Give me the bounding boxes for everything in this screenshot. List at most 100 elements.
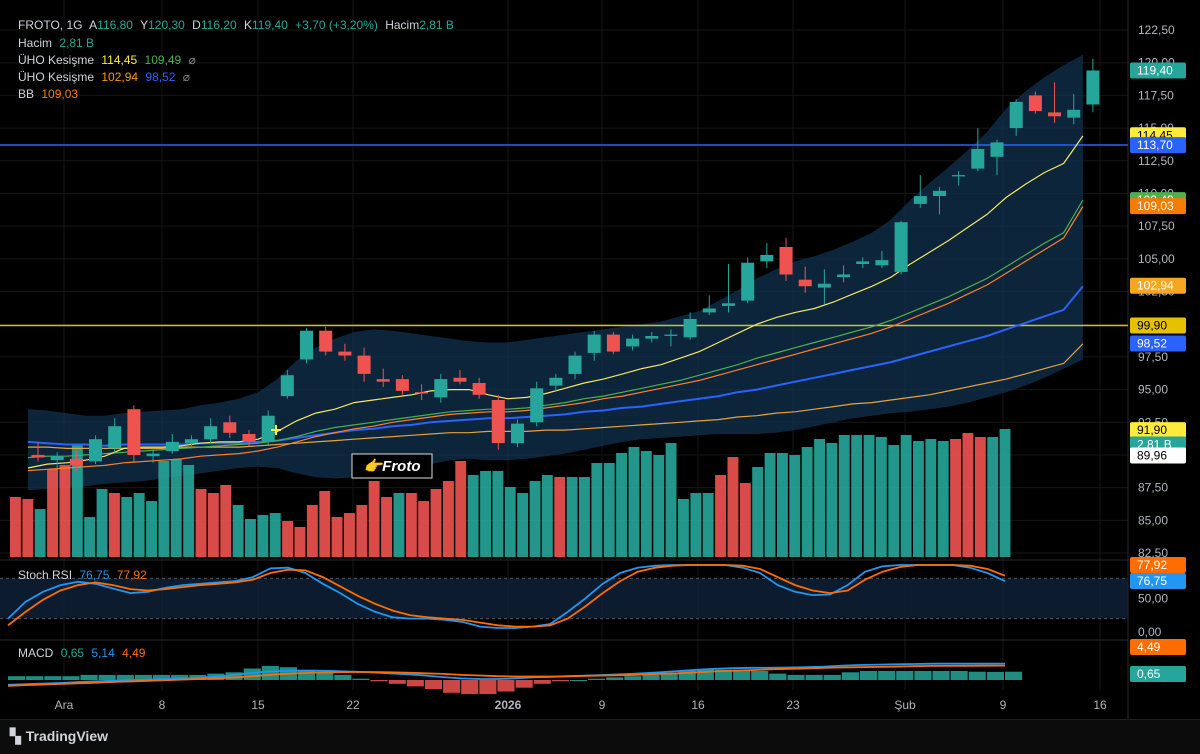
candle-body — [702, 308, 716, 313]
candle-body — [338, 351, 352, 356]
price-label-bg — [1130, 422, 1186, 439]
macd-histogram-bar — [1005, 671, 1023, 680]
time-tick-label: Şub — [894, 698, 916, 712]
volume-bar — [109, 493, 120, 557]
candle-body — [242, 434, 256, 442]
candle-body — [741, 262, 755, 301]
volume-bar — [851, 435, 863, 557]
macd-signal-value: 4,49 — [122, 646, 146, 660]
candle-body — [664, 334, 678, 336]
macd-histogram-bar — [479, 680, 497, 695]
volume-bar — [579, 477, 590, 557]
macd-histogram-bar — [624, 676, 642, 680]
candle-body — [395, 379, 409, 391]
volume-bar — [900, 435, 912, 557]
time-axis[interactable]: Ara 8 15 22 2026 9 16 23 Şub 9 16 — [55, 698, 1107, 712]
stoch-k-tag: 76,75 — [1137, 574, 1167, 588]
price-label-bg — [1130, 198, 1186, 215]
macd-histogram-bar — [914, 671, 932, 680]
tradingview-wordmark: TradingView — [25, 728, 108, 744]
candle-body — [875, 260, 889, 266]
volume-bar — [269, 513, 281, 557]
price-axis[interactable]: 122,50120,00117,50115,00112,50110,00107,… — [1130, 23, 1186, 682]
volume-bar — [752, 467, 764, 557]
stoch-legend[interactable]: Stoch RSI 76,75 77,92 — [18, 567, 151, 584]
volume-bar — [974, 437, 986, 557]
volume-bar — [170, 459, 182, 557]
header-volume-label: Hacim — [385, 18, 420, 32]
candles[interactable] — [31, 58, 1100, 471]
candle-body — [261, 415, 275, 442]
close-label: K — [243, 18, 252, 32]
hidden-values-icon[interactable]: ⌀ — [182, 70, 191, 84]
macd-histogram-bar — [424, 680, 442, 689]
volume-bar — [554, 477, 566, 557]
volume-legend[interactable]: Hacim 2,81 B — [18, 35, 98, 52]
candle-body — [50, 456, 64, 461]
froto-annotation[interactable]: 👉Froto — [271, 425, 433, 479]
stoch-tick-label: 50,00 — [1138, 592, 1168, 606]
volume-bar — [443, 481, 454, 557]
candle-body — [933, 190, 946, 196]
volume-bar — [22, 499, 34, 557]
ema2-legend[interactable]: ÜHO Kesişme 102,94 98,52 ⌀ — [18, 69, 194, 86]
stoch-rsi-pane — [0, 564, 1128, 629]
macd-histogram-bar — [678, 671, 696, 680]
hidden-values-icon[interactable]: ⌀ — [188, 53, 196, 67]
macd-histogram-bar — [696, 669, 714, 680]
volume-bar — [405, 493, 417, 557]
ema-line-green — [27, 199, 1084, 459]
volume-bar — [220, 485, 232, 557]
volume-bar — [838, 435, 850, 557]
price-tick-label: 107,50 — [1138, 219, 1175, 233]
candle-body — [300, 330, 313, 360]
volume-bar — [84, 517, 96, 557]
bb-label: BB — [18, 87, 35, 101]
volume-bar — [59, 465, 71, 557]
volume-bar — [727, 457, 739, 557]
candle-body — [108, 426, 122, 449]
volume-bar — [764, 453, 776, 557]
tradingview-logo[interactable]: ▚ TradingView — [10, 728, 108, 745]
macd-histogram-bar — [443, 680, 461, 693]
candle-body — [204, 426, 218, 440]
volume-bar — [47, 469, 58, 557]
macd-signal-tag: 4,49 — [1137, 640, 1161, 654]
macd-histogram-bar — [950, 671, 968, 680]
volume-bar — [715, 475, 726, 557]
bb-legend[interactable]: BB 109,03 — [18, 86, 82, 103]
open-value: 116,80 — [97, 18, 133, 32]
volume-bar — [480, 471, 491, 557]
candle-body — [511, 423, 524, 444]
candle-body — [472, 383, 486, 395]
volume-bars — [10, 429, 1011, 557]
horizontal-lines[interactable] — [0, 144, 1128, 327]
price-tick-label: 122,50 — [1138, 23, 1175, 37]
volume-bar — [133, 493, 145, 557]
chart-canvas[interactable]: 122,50120,00117,50115,00112,50110,00107,… — [0, 0, 1200, 720]
volume-bar — [10, 497, 21, 557]
ema-line-orange — [27, 206, 1084, 472]
price-label: 102,94 — [1137, 279, 1174, 293]
candle-body — [971, 149, 985, 169]
macd-histogram-bar — [588, 678, 606, 680]
macd-hist-tag-bg — [1130, 666, 1186, 682]
macd-histogram-bar — [606, 677, 624, 680]
candle-body — [1067, 109, 1081, 118]
candle-body — [31, 454, 45, 458]
volume-bar — [257, 515, 269, 557]
candle-body — [453, 377, 467, 382]
candle-body — [165, 441, 179, 452]
volume-bar — [418, 501, 430, 557]
stoch-k-tag-bg — [1130, 573, 1186, 589]
macd-legend[interactable]: MACD 0,65 5,14 4,49 — [18, 645, 149, 662]
volume-bar — [158, 461, 170, 557]
volume-bar — [492, 471, 504, 557]
volume-bar — [455, 461, 467, 557]
candle-body — [549, 377, 563, 386]
macd-histogram-bar — [660, 673, 678, 680]
price-label-bg — [1130, 277, 1186, 294]
price-label: 89,96 — [1137, 449, 1167, 463]
ema1-legend[interactable]: ÜHO Kesişme 114,45 109,49 ⌀ — [18, 52, 200, 69]
volume-bar — [529, 481, 541, 557]
